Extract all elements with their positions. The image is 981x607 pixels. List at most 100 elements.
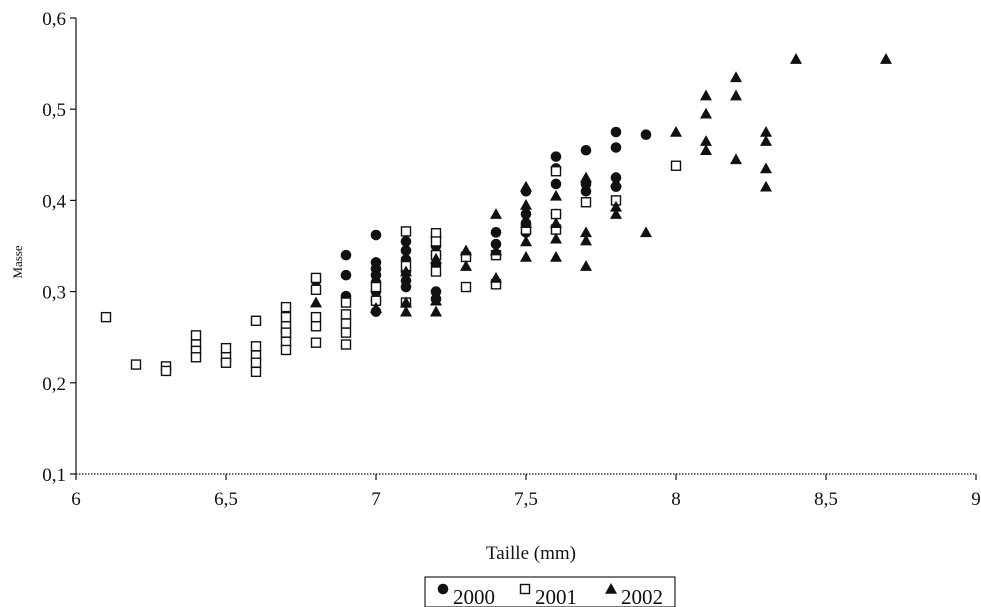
data-point-2001	[340, 297, 352, 308]
y-tick-label: 0,2	[42, 374, 66, 395]
data-point-2002	[520, 235, 532, 247]
data-point-2001	[310, 321, 322, 332]
data-point-2000	[340, 269, 352, 281]
series-2002	[310, 53, 892, 317]
data-point-2000	[370, 229, 382, 241]
data-point-2000	[400, 245, 412, 256]
data-point-2000	[550, 151, 562, 162]
data-point-2002	[460, 260, 472, 271]
data-point-2001	[190, 352, 202, 363]
data-point-2002	[790, 53, 802, 64]
data-point-2002	[550, 250, 562, 262]
data-point-2002	[640, 226, 652, 238]
data-point-2001	[250, 315, 262, 326]
data-point-2001	[310, 337, 322, 348]
data-point-2001	[670, 160, 682, 171]
legend-item-2002: 2002	[605, 583, 663, 607]
legend-label-2001: 2001	[535, 585, 577, 607]
data-point-2002	[520, 198, 532, 210]
data-point-2000	[640, 129, 652, 141]
data-point-2001	[550, 166, 562, 177]
data-point-2002	[490, 208, 502, 219]
data-point-2001	[280, 311, 292, 323]
data-point-2000	[580, 185, 592, 197]
data-point-2001	[250, 366, 262, 378]
data-point-2001	[280, 327, 292, 338]
data-point-2001	[220, 342, 232, 354]
data-point-2002	[610, 176, 622, 187]
x-tick-label: 7,5	[514, 489, 538, 510]
data-point-2001	[340, 318, 352, 329]
data-point-2001	[580, 197, 592, 208]
data-point-2002	[880, 53, 892, 64]
legend-marker-2002	[605, 583, 617, 594]
y-tick-label: 0,6	[42, 9, 66, 30]
markers	[100, 53, 892, 378]
data-point-2001	[310, 311, 322, 323]
data-point-2001	[400, 226, 412, 237]
data-point-2001	[430, 266, 442, 277]
x-axis-title: Taille (mm)	[486, 543, 576, 564]
data-point-2000	[610, 126, 622, 138]
y-axis-title: Masse	[10, 245, 25, 278]
data-point-2002	[400, 296, 412, 308]
data-point-2001	[370, 281, 382, 293]
data-point-2002	[400, 305, 412, 317]
data-point-2000	[400, 236, 412, 247]
data-point-2000	[490, 227, 502, 238]
legend-item-2001: 2001	[519, 583, 577, 607]
legend-item-2000: 2000	[437, 583, 495, 607]
data-point-2002	[520, 180, 532, 192]
data-point-2002	[430, 305, 442, 317]
data-point-2002	[550, 232, 562, 244]
data-point-2000	[400, 281, 412, 293]
data-point-2000	[370, 269, 382, 281]
data-point-2002	[580, 171, 592, 183]
data-point-2002	[700, 89, 712, 101]
data-point-2000	[580, 144, 592, 156]
data-point-2000	[520, 208, 532, 220]
data-point-2001	[100, 311, 112, 323]
data-point-2002	[760, 126, 772, 137]
data-point-2002	[550, 217, 562, 228]
data-point-2002	[550, 189, 562, 201]
data-point-2002	[700, 144, 712, 156]
data-point-2002	[370, 302, 382, 313]
data-point-2002	[730, 153, 742, 165]
data-point-2002	[460, 244, 472, 256]
data-point-2002	[310, 296, 322, 308]
data-point-2001	[340, 339, 352, 350]
data-point-2000	[610, 142, 622, 153]
data-point-2002	[610, 208, 622, 219]
y-tick-label: 0,4	[42, 191, 66, 212]
data-point-2001	[340, 327, 352, 338]
data-point-2002	[730, 71, 742, 83]
legend-label-2000: 2000	[453, 585, 495, 607]
legend-label-2002: 2002	[621, 585, 663, 607]
data-point-2000	[550, 178, 562, 190]
data-point-2002	[490, 244, 502, 256]
data-point-2001	[130, 359, 142, 370]
legend-marker-2000	[437, 583, 449, 595]
x-tick-label: 6,5	[214, 489, 238, 510]
x-tick-label: 6	[71, 489, 81, 510]
legend-marker-2001	[519, 583, 531, 595]
data-point-2001	[310, 272, 322, 284]
data-point-2002	[430, 294, 442, 306]
legend: 2000 2001 2002	[424, 576, 676, 607]
data-point-2002	[760, 180, 772, 192]
y-ticks: 0,1 0,2 0,3 0,4 0,5 0,6	[42, 9, 76, 486]
data-point-2002	[490, 271, 502, 283]
data-point-2002	[700, 135, 712, 146]
data-point-2002	[520, 217, 532, 228]
data-point-2002	[520, 250, 532, 262]
data-point-2000	[430, 286, 442, 297]
data-point-2001	[280, 301, 292, 313]
data-point-2002	[430, 252, 442, 264]
data-point-2001	[430, 236, 442, 247]
data-point-2002	[580, 234, 592, 246]
data-point-2002	[580, 226, 592, 238]
data-point-2002	[760, 162, 772, 174]
